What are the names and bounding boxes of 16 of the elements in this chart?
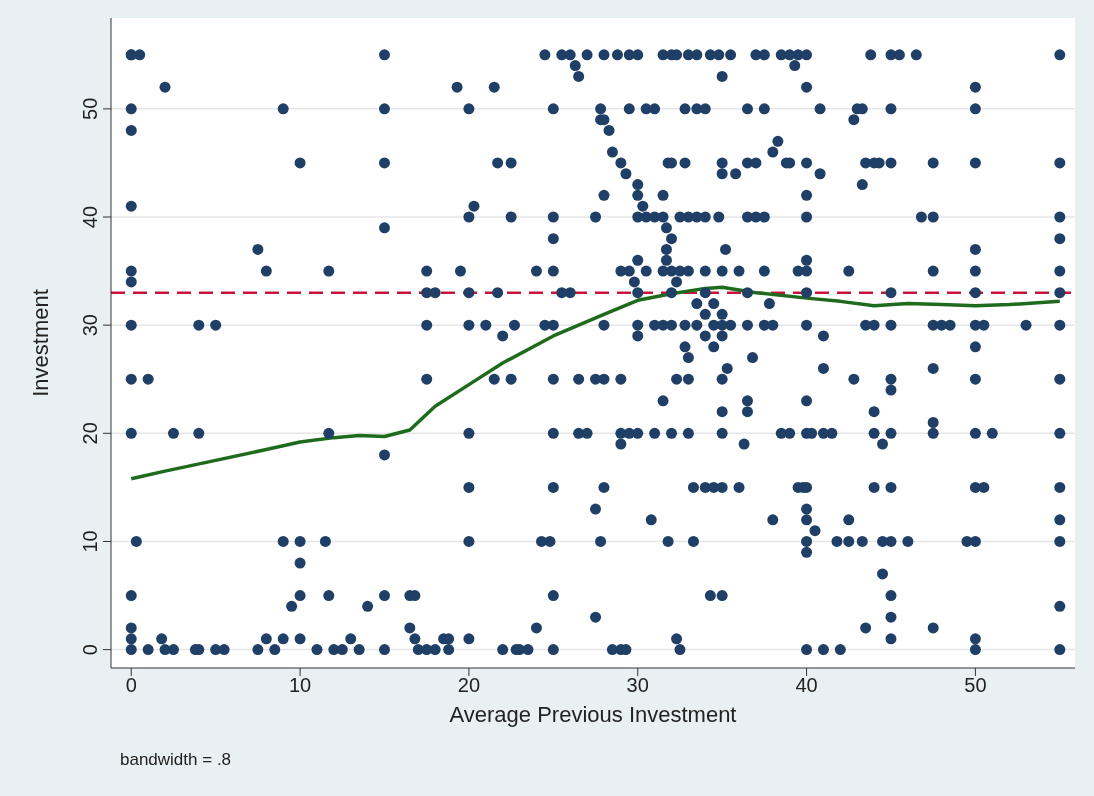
x-tick-label: 50	[964, 674, 987, 697]
x-tick-label: 0	[125, 674, 137, 697]
y-axis-title: Investment	[27, 289, 53, 397]
line-series	[129, 285, 1062, 481]
y-tick-label: 30	[79, 314, 101, 337]
y-tick-label: 10	[79, 530, 101, 553]
text: bandwidth = .8	[120, 750, 232, 770]
x-tick-label: 10	[288, 674, 312, 697]
x-tick-label: 20	[457, 674, 481, 697]
x-tick-label: 40	[795, 674, 818, 697]
y-tick-label: 0	[79, 644, 101, 656]
y-tick-label: 20	[79, 422, 101, 445]
y-tick-label: 50	[79, 97, 101, 120]
x-axis-title: Average Previous Investment	[449, 701, 737, 727]
x-tick-label: 30	[626, 674, 649, 697]
y-tick-label: 40	[79, 205, 101, 229]
